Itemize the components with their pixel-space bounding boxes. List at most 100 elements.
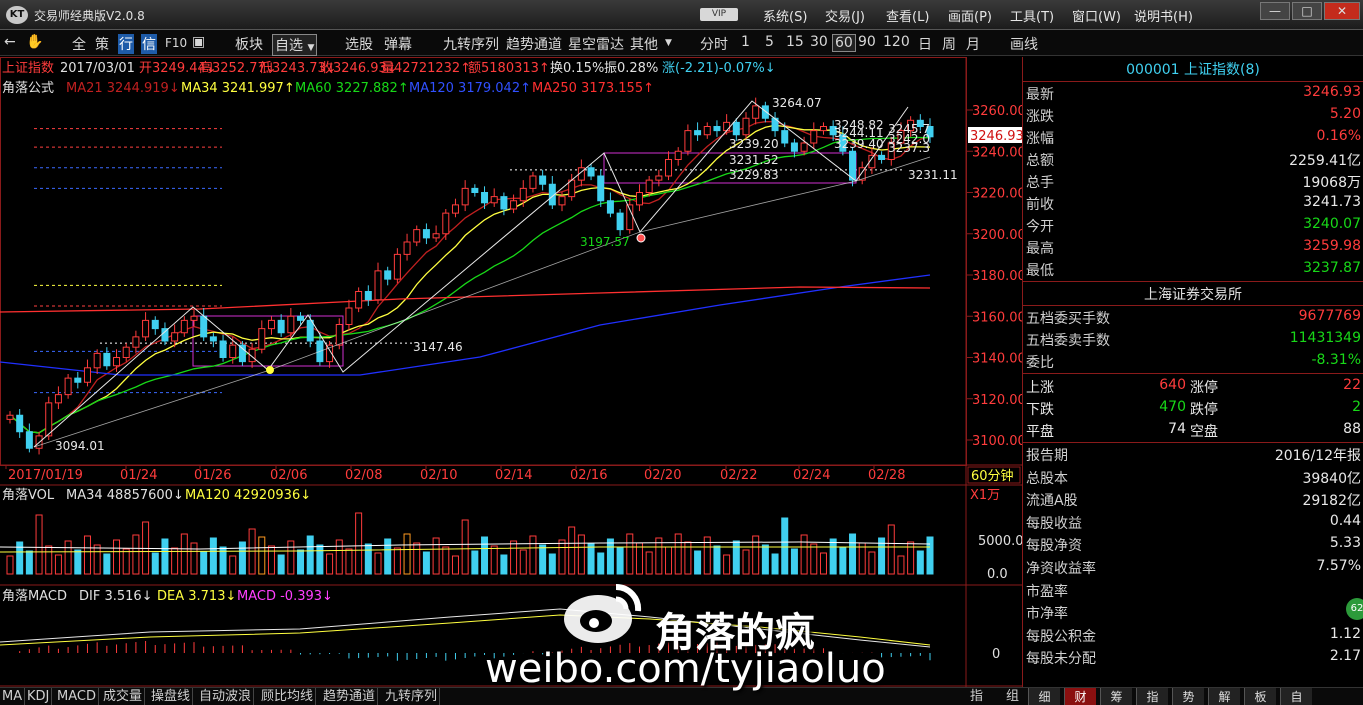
toolbar-f10[interactable]: F10: [165, 36, 188, 50]
watermark-url: weibo.com/tyjiaoluo: [485, 646, 886, 692]
toolbar-nine-turn[interactable]: 九转序列: [443, 37, 499, 53]
price-label: 3260.00: [972, 104, 1022, 119]
menu-trade[interactable]: 交易(J): [825, 10, 865, 25]
menu-tools[interactable]: 工具(T): [1010, 10, 1055, 25]
tab-trend-channel[interactable]: 趋势通道: [321, 688, 379, 705]
hand-icon[interactable]: ✋: [26, 34, 44, 50]
toolbar-quote[interactable]: 行: [118, 34, 134, 54]
volume-bar: [519, 549, 527, 575]
rtab-trend[interactable]: 势: [1172, 688, 1204, 705]
chart-area[interactable]: 上证指数 2017/03/01 开3249.44↓ 高3252.77↓ 低324…: [0, 57, 1022, 687]
macd-dea: DEA 3.713↓: [157, 589, 236, 604]
bar-volume: 量42721232↑: [381, 61, 471, 76]
volume-bar: [54, 554, 62, 575]
candle-body: [229, 344, 237, 358]
tab-volume[interactable]: 成交量: [101, 688, 146, 705]
vol-ma120: MA120 42920936↓: [185, 488, 311, 503]
quote-label: 前收: [1026, 197, 1054, 213]
current-price-tag: [968, 127, 1022, 143]
period-week[interactable]: 周: [942, 37, 956, 53]
period-60[interactable]: 60: [832, 34, 856, 52]
period-5[interactable]: 5: [765, 34, 774, 50]
toolbar-stock-picker[interactable]: 选股: [345, 37, 373, 53]
toolbar-other[interactable]: 其他: [630, 37, 658, 53]
breadth-cell: 跌停: [1190, 402, 1218, 418]
volume-bar: [74, 549, 82, 575]
tab-operate-line[interactable]: 操盘线: [149, 688, 194, 705]
period-month[interactable]: 月: [966, 37, 980, 53]
other-chevron-icon[interactable]: ▼: [665, 38, 672, 48]
candle-body: [606, 200, 614, 214]
menu-screen[interactable]: 画面(P): [948, 10, 992, 25]
toolbar-all[interactable]: 全: [72, 37, 86, 53]
candle-body: [858, 167, 866, 181]
minimize-button[interactable]: —: [1260, 2, 1290, 20]
macd-value: MACD -0.393↓: [237, 589, 333, 604]
volume-bar: [93, 544, 101, 575]
toolbar-star-radar[interactable]: 星空雷达: [568, 37, 624, 53]
period-15[interactable]: 15: [786, 34, 804, 50]
ma-line: [9, 121, 931, 434]
volume-bar: [684, 541, 692, 575]
volume-bar: [568, 526, 576, 575]
price-label: 3140.00: [972, 352, 1022, 367]
tab-macd[interactable]: MACD: [55, 688, 99, 705]
maximize-button[interactable]: □: [1292, 2, 1322, 20]
volume-bar: [694, 550, 702, 575]
period-90[interactable]: 90: [858, 34, 876, 50]
candle-body: [645, 179, 653, 193]
tab-ma[interactable]: MA: [0, 688, 26, 705]
menu-window[interactable]: 窗口(W): [1072, 10, 1121, 25]
rtab-chips[interactable]: 筹: [1100, 688, 1132, 705]
dea-line: [0, 614, 931, 646]
menu-view[interactable]: 查看(L): [886, 10, 930, 25]
tab-gmma[interactable]: 顾比均线: [259, 688, 317, 705]
volume-bar: [403, 533, 411, 575]
volume-bar: [548, 553, 556, 575]
tab-auto-wave[interactable]: 自动波浪: [197, 688, 255, 705]
toolbar-strategy[interactable]: 策: [95, 37, 109, 53]
quote-label: 委比: [1026, 355, 1054, 371]
toolbar-sector[interactable]: 板块: [235, 37, 263, 53]
quote-value: 2.17: [1329, 648, 1361, 665]
rtab-detail[interactable]: 细: [1028, 688, 1060, 705]
bar-amplitude: 振0.28%: [604, 61, 658, 76]
period-1[interactable]: 1: [741, 34, 750, 50]
tab-group[interactable]: 组: [1006, 689, 1020, 704]
volume-bar: [635, 542, 643, 575]
tab-index[interactable]: 指: [970, 689, 984, 704]
period-timeshare[interactable]: 分时: [700, 37, 728, 53]
quote-value: 5.33: [1329, 535, 1361, 552]
wave-support: [33, 156, 931, 448]
rtab-indicator[interactable]: 指: [1136, 688, 1168, 705]
app-logo-icon: KT: [6, 6, 28, 24]
menu-manual[interactable]: 说明书(H): [1134, 10, 1193, 25]
rtab-sector[interactable]: 板: [1244, 688, 1276, 705]
candle-body: [393, 253, 401, 280]
watchlist-dropdown[interactable]: 自选 ▼: [272, 34, 318, 56]
ma60-label: MA60 3227.882↑: [295, 81, 409, 96]
period-day[interactable]: 日: [918, 37, 932, 53]
breadth-cell: 上涨: [1026, 380, 1054, 396]
rtab-analysis[interactable]: 解: [1208, 688, 1240, 705]
chevron-down-icon: ▼: [307, 43, 315, 53]
toolbar-trend-channel[interactable]: 趋势通道: [506, 37, 562, 53]
quote-label: 总额: [1026, 153, 1054, 169]
toolbar-info[interactable]: 信: [141, 34, 157, 54]
back-icon[interactable]: ←: [4, 34, 16, 50]
tab-kdj[interactable]: KDJ: [25, 688, 53, 705]
notification-badge[interactable]: 62: [1346, 598, 1363, 620]
rtab-finance[interactable]: 财: [1064, 688, 1096, 705]
period-120[interactable]: 120: [883, 34, 910, 50]
close-button[interactable]: ✕: [1324, 2, 1360, 20]
price-annotation: 3244.11: [834, 126, 884, 140]
menu-system[interactable]: 系统(S): [763, 10, 808, 25]
layout-icon[interactable]: ▣: [192, 34, 206, 50]
toolbar-danmaku[interactable]: 弹幕: [384, 37, 412, 53]
toolbar-draw[interactable]: 画线: [1010, 37, 1038, 53]
period-30[interactable]: 30: [810, 34, 828, 50]
tab-nine-turn[interactable]: 九转序列: [383, 688, 441, 705]
price-annotation: 3264.07: [772, 96, 822, 110]
rtab-custom[interactable]: 自: [1280, 688, 1312, 705]
vip-badge[interactable]: VIP: [700, 8, 738, 21]
